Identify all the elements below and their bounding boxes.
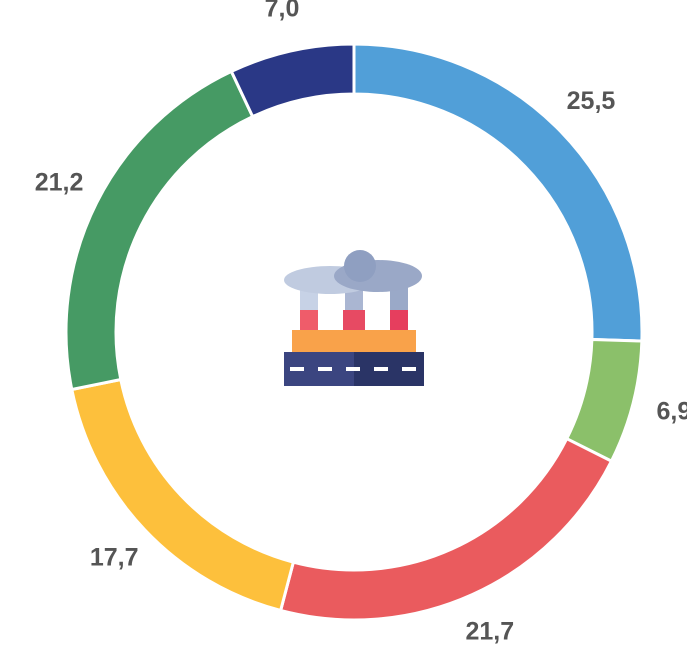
center-icon bbox=[284, 250, 424, 386]
donut-segment bbox=[229, 42, 356, 119]
data-label: 17,7 bbox=[90, 543, 139, 571]
data-label: 21,7 bbox=[465, 617, 514, 645]
data-label: 25,5 bbox=[567, 87, 616, 115]
data-label: 7,0 bbox=[265, 0, 300, 23]
data-label: 6,9 bbox=[657, 398, 687, 426]
data-label: 21,2 bbox=[35, 169, 84, 197]
donut-segment bbox=[64, 69, 255, 392]
donut-segment bbox=[70, 377, 296, 613]
donut-segment bbox=[278, 436, 614, 622]
